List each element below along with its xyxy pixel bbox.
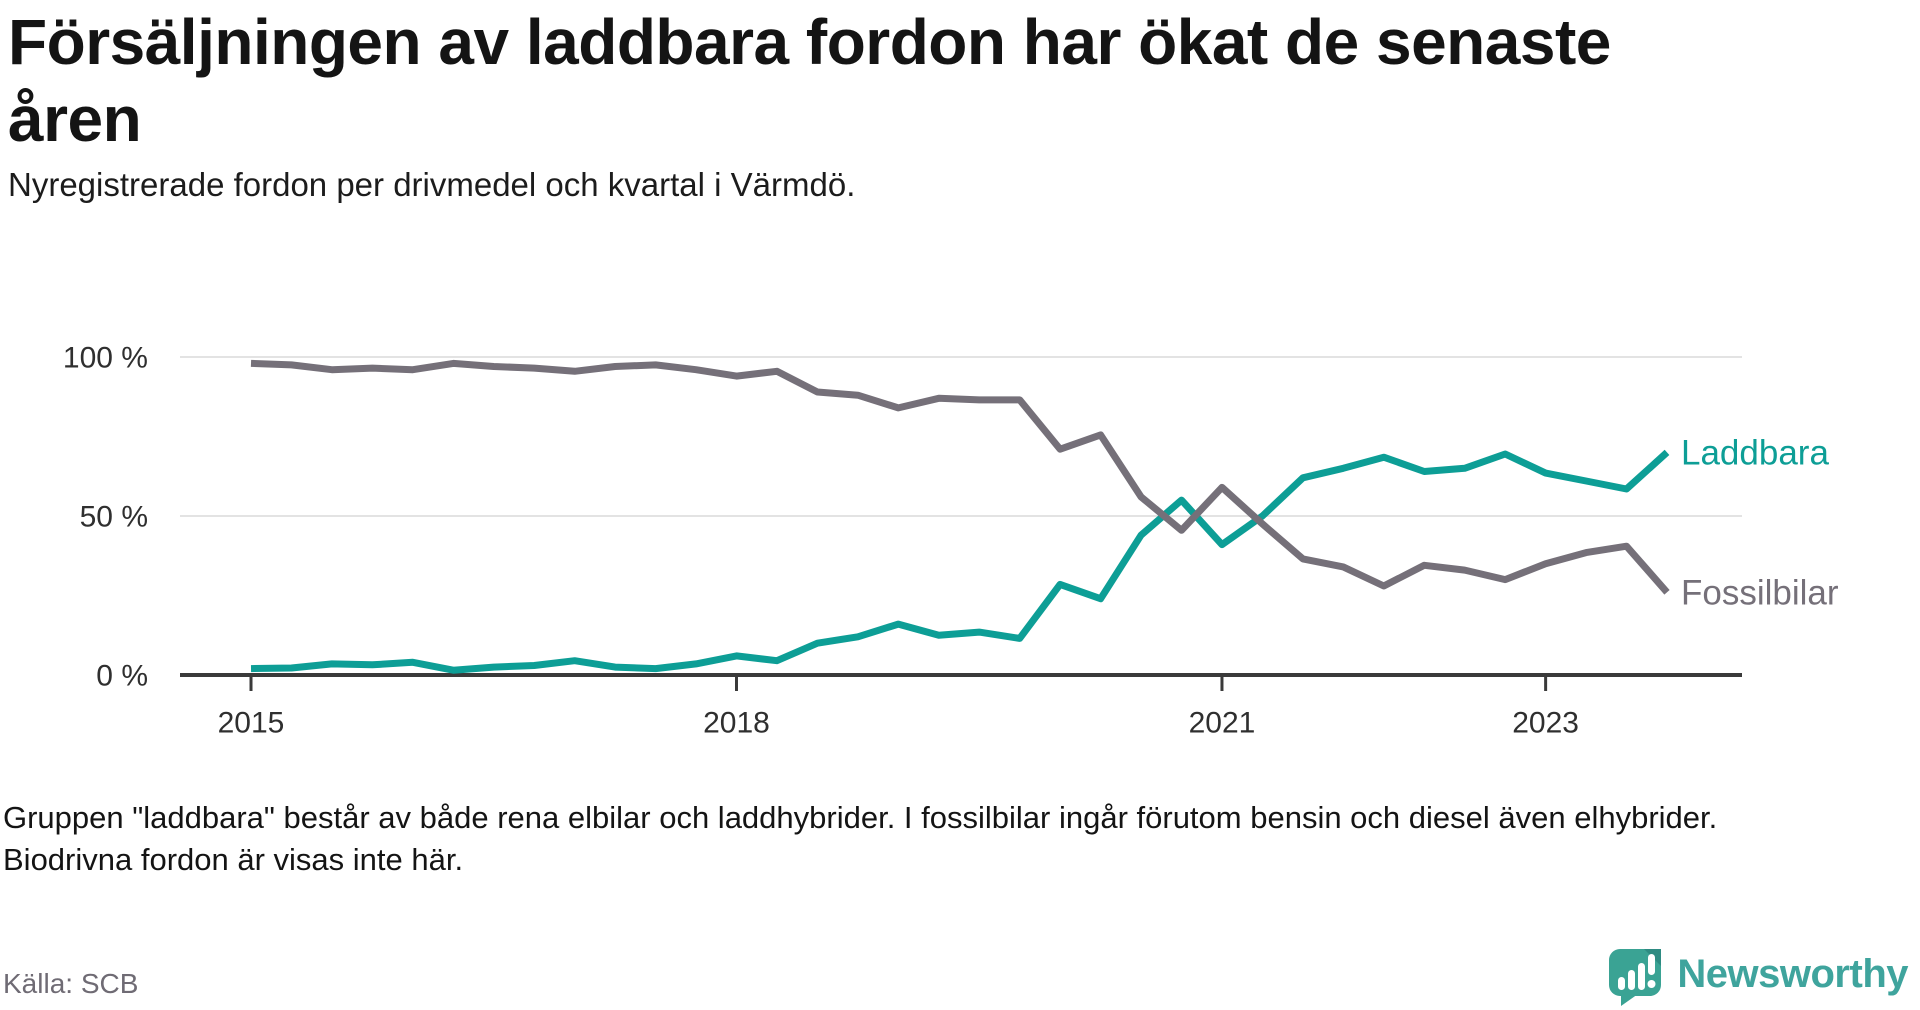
chart-footnote: Gruppen "laddbara" består av både rena e… <box>3 800 1718 877</box>
newsworthy-wordmark: Newsworthy <box>1677 951 1908 996</box>
logo-bar-1 <box>1618 977 1626 990</box>
y-tick-label-0: 0 % <box>96 660 148 693</box>
series-end-label-laddbara: Laddbara <box>1681 434 1829 473</box>
logo-exclamation-dot <box>1647 980 1656 988</box>
x-tick-label-2023: 2023 <box>1512 707 1579 740</box>
newsworthy-logo: Newsworthy <box>1609 942 1908 1006</box>
series-line-laddbara <box>250 449 1670 674</box>
y-tick-label-50: 50 % <box>80 501 148 534</box>
series-end-label-fossilbilar: Fossilbilar <box>1681 574 1839 613</box>
chart-subtitle: Nyregistrerade fordon per drivmedel och … <box>8 166 856 203</box>
newsworthy-logo-icon <box>1609 949 1662 1006</box>
logo-bar-2 <box>1628 970 1636 990</box>
chart-canvas: 0 % 50 % 100 % 2015 2018 2021 2023 Laddbara Foss… <box>63 342 1839 740</box>
chart-area: 0 % 50 % 100 % 2015 2018 2021 2023 Laddbara Foss… <box>0 280 1920 760</box>
series-line-fossilbilar <box>250 359 1670 595</box>
logo-speech-tail <box>1621 994 1639 1006</box>
chart-title: Försäljningen av laddbara fordon har öka… <box>8 6 1611 156</box>
y-tick-label-100: 100 % <box>63 342 148 375</box>
logo-exclamation-bar <box>1648 954 1656 975</box>
x-tick-label-2015: 2015 <box>218 707 285 740</box>
x-tick-label-2021: 2021 <box>1189 707 1256 740</box>
x-tick-label-2018: 2018 <box>703 707 770 740</box>
logo-bar-3 <box>1638 963 1646 990</box>
source-label: Källa: SCB <box>3 968 139 999</box>
